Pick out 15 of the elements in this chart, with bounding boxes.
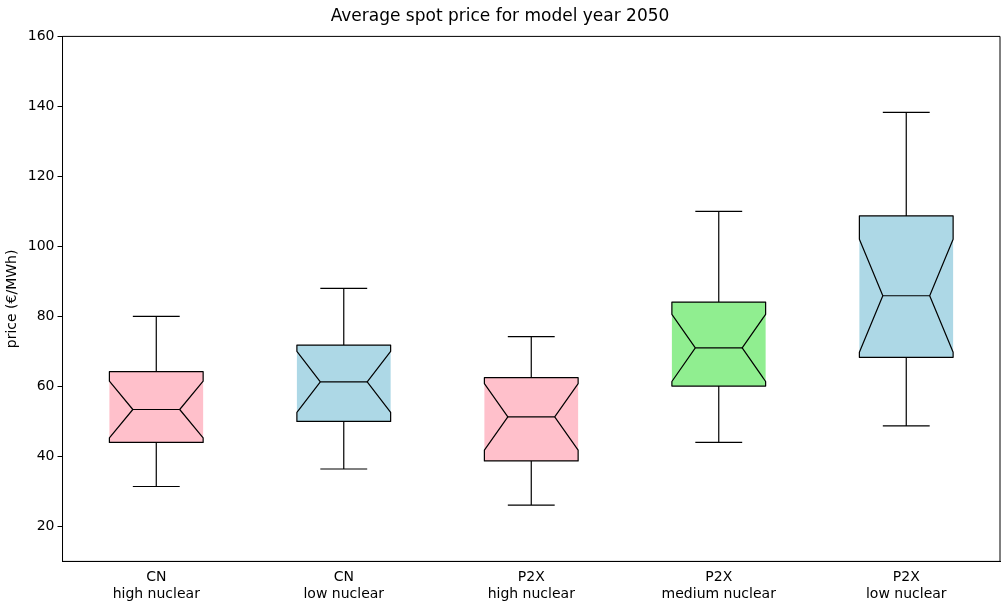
x-tick-label: CN high nuclear bbox=[112, 568, 201, 602]
y-tick-label: 160 bbox=[27, 27, 55, 44]
chart-title: Average spot price for model year 2050 bbox=[330, 4, 670, 25]
x-tick-label: CN low nuclear bbox=[303, 568, 385, 602]
y-tick-label: 20 bbox=[36, 517, 55, 534]
y-tick-label: 40 bbox=[36, 447, 55, 464]
x-tick-label: P2X high nuclear bbox=[487, 568, 576, 602]
y-tick-label: 120 bbox=[27, 167, 55, 184]
y-tick-label: 140 bbox=[27, 97, 55, 114]
y-tick-label: 60 bbox=[36, 377, 55, 394]
x-tick-label: P2X medium nuclear bbox=[661, 568, 777, 602]
y-axis-title: price (€/MWh) bbox=[3, 249, 20, 349]
y-tick-label: 100 bbox=[27, 237, 55, 254]
y-tick-label: 80 bbox=[36, 307, 55, 324]
x-tick-label: P2X low nuclear bbox=[865, 568, 947, 602]
